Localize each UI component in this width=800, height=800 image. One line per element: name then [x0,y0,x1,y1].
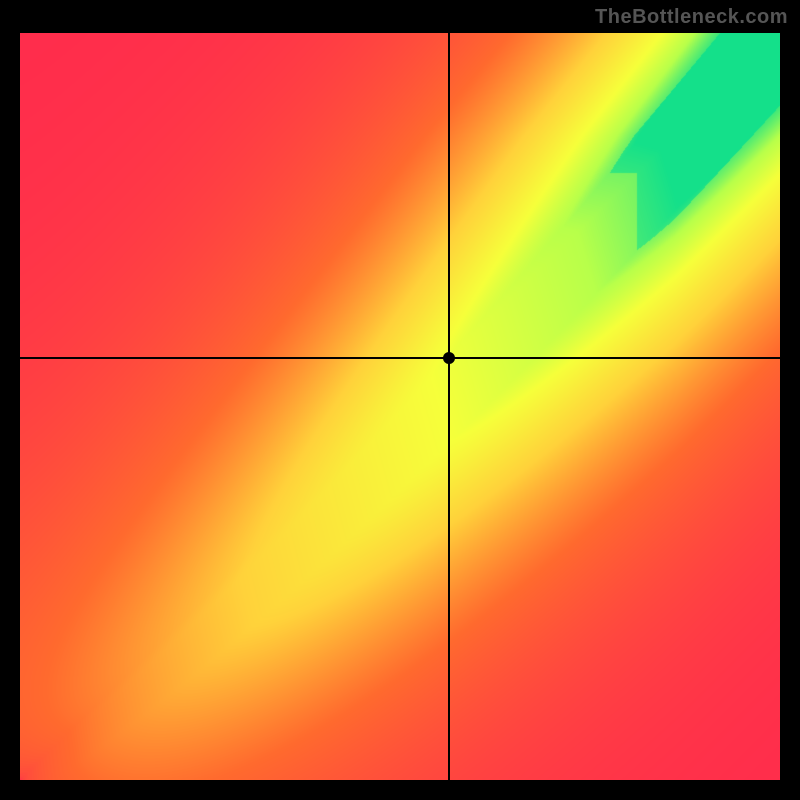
chart-frame: TheBottleneck.com [0,0,800,800]
watermark-text: TheBottleneck.com [595,6,788,29]
crosshair-horizontal [20,357,780,359]
bottleneck-heatmap [20,33,780,780]
crosshair-marker [443,352,455,364]
crosshair-vertical [448,33,450,780]
